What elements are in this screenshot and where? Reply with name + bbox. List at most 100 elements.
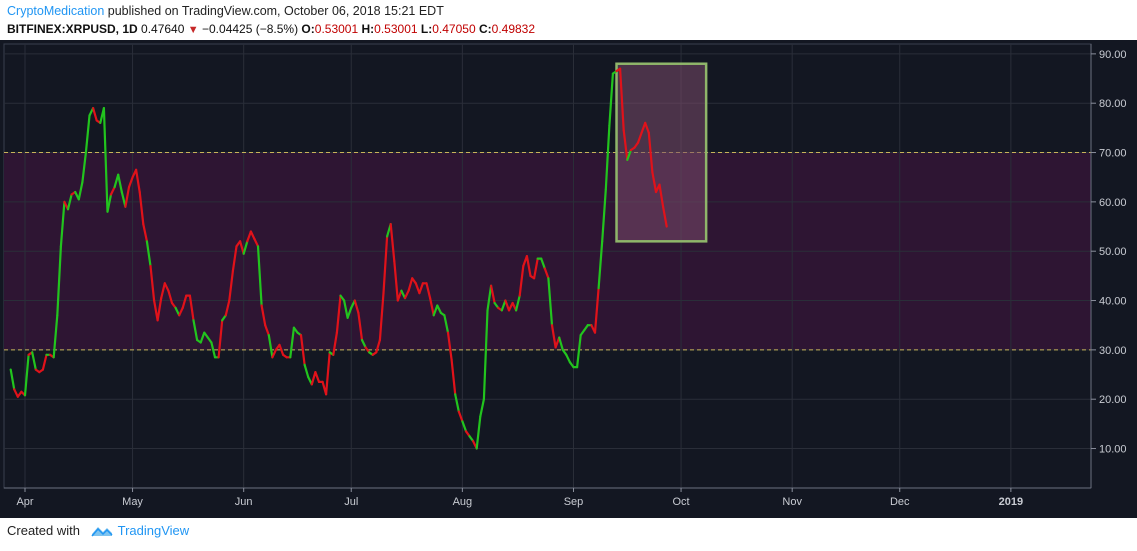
price-axis-label: 20.00 xyxy=(1099,394,1127,406)
chart-header: CryptoMedication published on TradingVie… xyxy=(0,0,1137,40)
time-axis-label: Nov xyxy=(782,496,802,508)
rsi-segment-up xyxy=(454,393,460,413)
rsi-segment-up xyxy=(102,106,109,213)
rsi-segment-down xyxy=(13,388,19,398)
rsi-segment-down xyxy=(181,294,188,309)
rsi-segment-down xyxy=(231,245,238,272)
rsi-segment-down xyxy=(314,371,321,383)
rsi-segment-up xyxy=(575,334,582,369)
rsi-segment-down xyxy=(525,255,532,277)
rsi-segment-down xyxy=(644,121,650,134)
rsi-segment-down xyxy=(325,351,331,396)
rsi-segment-up xyxy=(432,304,439,317)
rsi-segment-up xyxy=(256,245,263,307)
time-axis-label: Sep xyxy=(564,496,584,508)
rsi-segment-down xyxy=(425,282,432,300)
rsi-segment-up xyxy=(242,240,249,255)
rsi-segment-up xyxy=(66,193,73,211)
high-label: H: xyxy=(361,22,375,36)
rsi-segment-up xyxy=(475,415,482,450)
rsi-segment-up xyxy=(443,314,450,334)
rsi-segment-up xyxy=(482,309,489,401)
price-axis-label: 40.00 xyxy=(1099,296,1127,308)
rsi-segment-up xyxy=(31,351,37,371)
rsi-segment-up xyxy=(81,151,88,184)
rsi-segment-down xyxy=(414,282,421,295)
rsi-segment-down xyxy=(109,186,116,196)
price-axis-label: 70.00 xyxy=(1099,148,1127,160)
rsi-segment-down xyxy=(264,324,270,337)
rsi-segment-down xyxy=(188,294,195,322)
price-axis-label: 10.00 xyxy=(1099,444,1127,456)
rsi-segment-down xyxy=(239,240,245,255)
rsi-segment-down xyxy=(593,287,600,334)
publish-line: CryptoMedication published on TradingVie… xyxy=(7,4,444,18)
time-axis-label: Jul xyxy=(344,496,358,508)
rsi-segment-down xyxy=(127,176,134,189)
rsi-segment-up xyxy=(23,353,30,397)
rsi-segment-up xyxy=(601,188,607,243)
rsi-segment-down xyxy=(335,294,342,334)
rsi-segment-down xyxy=(163,282,170,292)
rsi-segment-up xyxy=(210,341,217,359)
rsi-segment-down xyxy=(260,304,267,327)
low-value: 0.47050 xyxy=(432,22,476,36)
rsi-segment-down xyxy=(504,299,511,312)
rsi-segment-down xyxy=(389,223,396,263)
rsi-segment-down xyxy=(490,284,496,305)
rsi-segment-up xyxy=(597,240,604,290)
rsi-segment-down xyxy=(396,289,403,302)
rsi-segment-up xyxy=(145,240,152,268)
rsi-segment-up xyxy=(267,334,274,359)
rsi-segment-down xyxy=(658,183,665,208)
rsi-segment-up xyxy=(9,368,16,391)
symbol-label: BITFINEX:XRPUSD, 1D xyxy=(7,22,138,36)
created-with-label: Created with xyxy=(7,523,80,538)
published-text: published on TradingView.com, October 06… xyxy=(104,4,444,18)
rsi-segment-down xyxy=(332,331,338,356)
rsi-segment-up xyxy=(547,277,554,327)
open-value: 0.53001 xyxy=(314,22,359,36)
rsi-segment-down xyxy=(249,230,256,240)
rsi-segment-down xyxy=(407,277,414,292)
rsi-segment-down xyxy=(647,131,654,174)
rsi-segment-down xyxy=(382,235,389,295)
rsi-segment-up xyxy=(608,72,615,127)
author-link[interactable]: CryptoMedication xyxy=(7,4,105,18)
rsi-segment-down xyxy=(156,297,163,322)
rsi-segment-down xyxy=(217,319,224,359)
time-axis-label: Apr xyxy=(16,496,33,508)
rsi-segment-down xyxy=(124,186,131,208)
price-change: −0.04425 (−8.5%) xyxy=(202,22,299,36)
time-axis-label: May xyxy=(122,496,143,508)
rsi-segment-down xyxy=(450,358,457,396)
rsi-segment-down xyxy=(393,260,399,302)
rsi-segment-up xyxy=(343,299,349,319)
rsi-segment-down xyxy=(246,230,252,243)
rsi-segment-down xyxy=(91,106,98,122)
rsi-segment-up xyxy=(52,314,59,359)
tradingview-brand-link[interactable]: TradingView xyxy=(117,523,190,538)
rsi-segment-up xyxy=(479,398,485,418)
rsi-segment-down xyxy=(178,306,184,317)
low-label: L: xyxy=(420,22,433,36)
price-axis-label: 30.00 xyxy=(1099,345,1127,357)
rsi-segment-down xyxy=(224,299,231,317)
rsi-segment-up xyxy=(500,299,507,312)
rsi-chart[interactable]: 10.00 20.00 30.00 40.00 50.00 60.00 70.00 80.00… xyxy=(0,40,1137,518)
rsi-segment-down xyxy=(278,343,285,356)
close-value: 0.49832 xyxy=(491,22,536,36)
rsi-segment-up xyxy=(106,193,113,213)
rsi-segment-down xyxy=(543,267,550,280)
rsi-segment-down xyxy=(622,129,629,162)
highlight-box[interactable] xyxy=(615,62,708,243)
tradingview-logo-icon[interactable] xyxy=(90,524,114,538)
rsi-segment-down xyxy=(429,297,435,317)
rsi-segment-down xyxy=(167,289,174,305)
price-axis-label: 50.00 xyxy=(1099,246,1127,258)
rsi-segment-up xyxy=(117,173,123,194)
time-axis-label: Aug xyxy=(453,496,473,508)
rsi-segment-up xyxy=(289,326,295,359)
rsi-segment-down xyxy=(375,338,381,354)
high-value: 0.53001 xyxy=(374,22,418,36)
